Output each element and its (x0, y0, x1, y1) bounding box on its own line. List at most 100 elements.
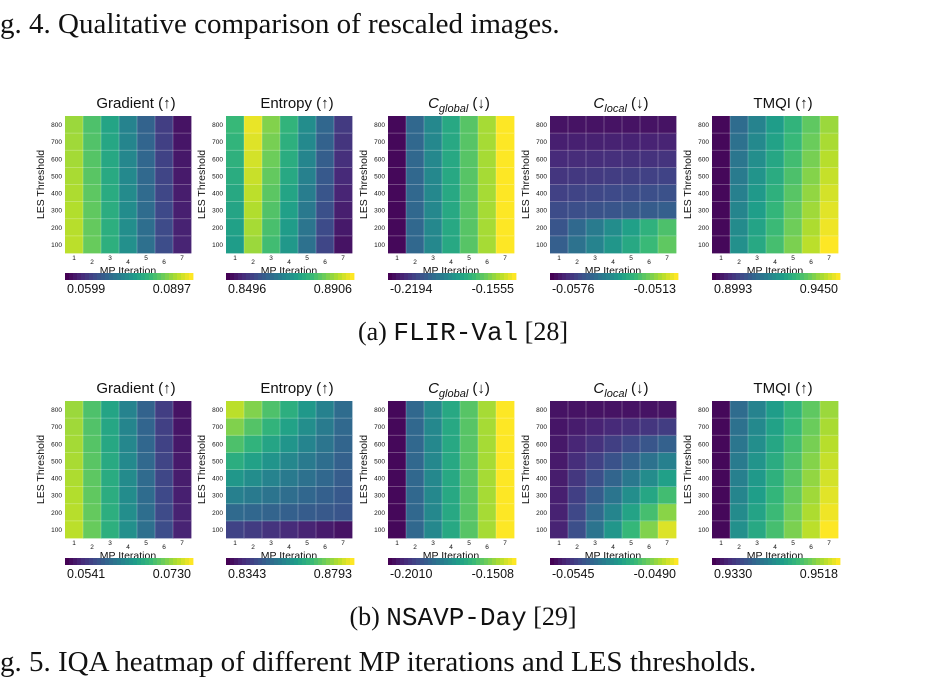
colorbar-segment (250, 273, 255, 280)
colorbar-segment (153, 273, 158, 280)
x-tick-label: 3 (431, 255, 435, 262)
heatmap-cell (244, 469, 263, 488)
heatmap-cell (784, 469, 803, 488)
heatmap-cell (658, 116, 677, 134)
colorbar-segment (165, 273, 170, 280)
heatmap-cell (65, 435, 84, 453)
heatmap-cell (101, 167, 120, 185)
x-tick-label: 2 (737, 259, 741, 266)
heatmap-cell (298, 452, 317, 470)
colorbar-segment (282, 558, 287, 565)
heatmap-cell (478, 503, 497, 522)
colorbar-segment (788, 558, 793, 565)
heatmap-cell (550, 520, 569, 539)
heatmap-cell (496, 469, 515, 488)
colorbar-segment (602, 558, 607, 565)
y-tick-label: 500 (212, 458, 223, 465)
heatmap-cell (748, 503, 767, 522)
heatmap-cell (586, 503, 605, 522)
heatmap-cell (640, 520, 659, 539)
colorbar-segment (145, 558, 150, 565)
colorbar-segment (674, 273, 679, 280)
colorbar-segment (574, 558, 579, 565)
colorbar-segment (724, 273, 729, 280)
y-tick-label: 400 (212, 476, 223, 483)
heatmap-cell (712, 469, 731, 488)
x-tick-label: 1 (719, 540, 723, 547)
heatmap-cell (820, 218, 839, 237)
colorbar-segment (330, 273, 335, 280)
metric-label: C (428, 95, 439, 112)
heatmap-cell (748, 520, 767, 539)
heatmap-cell (226, 235, 245, 254)
colorbar-segment (832, 558, 837, 565)
heatmap-cell (101, 150, 120, 168)
x-tick-label: 7 (827, 255, 831, 262)
colorbar-segment (342, 558, 347, 565)
y-axis-label: LES Threshold (520, 150, 532, 219)
heatmap-cell (406, 486, 425, 505)
heatmap-cell (119, 520, 138, 539)
y-tick-label: 200 (536, 510, 547, 517)
heatmap-cell (478, 167, 497, 185)
colorbar-segment (796, 558, 801, 565)
heatmap-cell (65, 503, 84, 522)
colorbar-segment (756, 273, 761, 280)
heatmap-cell (550, 503, 569, 522)
heatmap-cell (173, 520, 192, 539)
colorbar-segment (824, 273, 829, 280)
x-tick-label: 6 (162, 259, 166, 266)
colorbar-segment (480, 558, 485, 565)
heatmap-cell (137, 418, 156, 436)
heatmap-cell (280, 167, 299, 185)
heatmap-cell (442, 418, 461, 436)
colorbar-segment (508, 558, 513, 565)
colorbar-segment (432, 273, 437, 280)
heatmap-cell (658, 218, 677, 237)
heatmap-cell (766, 486, 785, 505)
heatmap-cell (802, 520, 821, 539)
x-tick-label: 5 (144, 540, 148, 547)
colorbar-segment (626, 558, 631, 565)
colorbar-segment (808, 558, 813, 565)
metric-label: C (593, 95, 604, 112)
heatmap-cell (586, 133, 605, 151)
heatmap-cell (496, 235, 515, 254)
heatmap-cell (640, 452, 659, 470)
colorbar-segment (760, 273, 765, 280)
heatmap-cell (101, 452, 120, 470)
heatmap-cell (712, 235, 731, 254)
colorbar-segment (294, 558, 299, 565)
heatmap-cell (604, 469, 623, 488)
y-axis-label: LES Threshold (35, 435, 47, 504)
heatmap-cell (298, 503, 317, 522)
heatmap-cell (442, 486, 461, 505)
heatmap-cell (730, 167, 749, 185)
heatmap-cell (83, 116, 102, 134)
colorbar-segment (728, 273, 733, 280)
heatmap-cell (244, 133, 263, 151)
y-tick-label: 200 (51, 225, 62, 232)
heatmap-cell (262, 435, 281, 453)
colorbar-segment (234, 558, 239, 565)
colorbar-segment (472, 273, 477, 280)
heatmap-cell (730, 218, 749, 237)
colorbar-segment (173, 558, 178, 565)
heatmap-cell (640, 401, 659, 419)
heatmap-cell (802, 150, 821, 168)
heatmap-cell (586, 435, 605, 453)
heatmap-cell (460, 184, 479, 203)
colorbar-segment (105, 273, 110, 280)
heatmap-cell (460, 401, 479, 419)
colorbar-segment (326, 273, 331, 280)
y-tick-label: 100 (51, 527, 62, 534)
heatmap-cell (442, 184, 461, 203)
heatmap-cell (622, 235, 641, 254)
heatmap-cell (730, 150, 749, 168)
heatmap-cell (586, 520, 605, 539)
colorbar-segment (113, 558, 118, 565)
heatmap-cell (173, 435, 192, 453)
colorbar-segment (638, 273, 643, 280)
